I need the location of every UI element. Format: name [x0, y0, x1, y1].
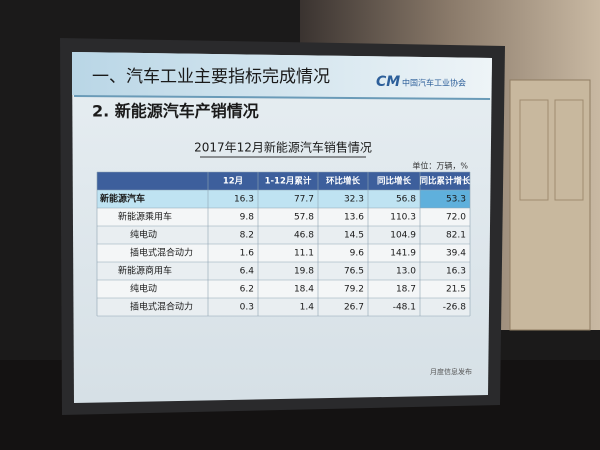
row-label: 纯电动	[130, 229, 157, 241]
title-rule	[73, 95, 491, 100]
cell: -48.1	[393, 303, 416, 313]
cell: 26.7	[344, 303, 364, 313]
cell: 18.4	[294, 285, 314, 295]
cell: 39.4	[446, 249, 466, 259]
cell: 53.3	[446, 195, 466, 205]
section-title: 一、汽车工业主要指标完成情况	[92, 67, 330, 87]
cell: 19.8	[294, 267, 314, 277]
cell: 46.8	[294, 231, 314, 241]
cell: 8.2	[240, 231, 254, 241]
cell: 110.3	[390, 213, 416, 223]
cell: 16.3	[234, 195, 254, 205]
cell: 77.7	[294, 195, 314, 205]
cell: 141.9	[390, 249, 416, 259]
cell: 72.0	[446, 213, 466, 223]
table-row	[97, 298, 470, 316]
subtitle: 2. 新能源汽车产销情况	[92, 102, 259, 121]
cell: 6.4	[240, 267, 255, 277]
title-band	[72, 52, 492, 98]
door	[509, 79, 591, 331]
door-panel	[554, 99, 584, 201]
table-row	[97, 244, 470, 262]
cell: -26.8	[443, 303, 467, 313]
cell: 82.1	[446, 231, 466, 241]
cell: 21.5	[446, 285, 466, 295]
cell: 76.5	[344, 267, 364, 277]
header-cell: 同比累计增长	[419, 176, 471, 187]
cell: 0.3	[240, 303, 254, 313]
header-cell: 环比增长	[326, 176, 361, 187]
cell: 11.1	[294, 249, 314, 259]
table-row	[97, 280, 470, 298]
table-row	[97, 208, 470, 226]
table-row	[97, 262, 470, 280]
unit: 单位：万辆，%	[412, 161, 468, 171]
footer: 月度信息发布	[430, 367, 472, 376]
logo-text: 中国汽车工业协会	[402, 78, 466, 88]
row-label: 插电式混合动力	[130, 247, 193, 259]
cell: 56.8	[396, 195, 416, 205]
highlight-cell	[420, 190, 470, 208]
cell: 14.5	[344, 231, 364, 241]
row-label: 新能源乘用车	[118, 211, 172, 223]
cell: 1.4	[300, 303, 315, 313]
cell: 32.3	[344, 195, 364, 205]
cell: 57.8	[294, 213, 314, 223]
header-cell: 1-12月累计	[265, 176, 312, 187]
row-label: 纯电动	[130, 283, 157, 295]
cell: 104.9	[390, 231, 416, 241]
header-cell: 同比增长	[377, 176, 412, 187]
cell: 9.6	[350, 249, 365, 259]
header-cell: 12月	[223, 177, 243, 187]
cell: 13.6	[344, 213, 364, 223]
cell: 16.3	[446, 267, 466, 277]
table-row	[97, 226, 470, 244]
cell: 6.2	[240, 285, 254, 295]
logo-mark: CM	[376, 74, 400, 90]
row-label: 新能源商用车	[118, 265, 172, 277]
cell: 9.8	[240, 213, 255, 223]
cell: 79.2	[344, 285, 364, 295]
table-row	[97, 190, 470, 208]
cell: 18.7	[396, 285, 416, 295]
door-panel	[519, 99, 549, 201]
cell: 1.6	[240, 249, 255, 259]
table-title: 2017年12月新能源汽车销售情况	[194, 140, 372, 155]
row-label: 插电式混合动力	[130, 301, 193, 313]
header-row	[97, 172, 470, 190]
cell: 13.0	[396, 267, 416, 277]
row-label: 新能源汽车	[100, 193, 145, 205]
